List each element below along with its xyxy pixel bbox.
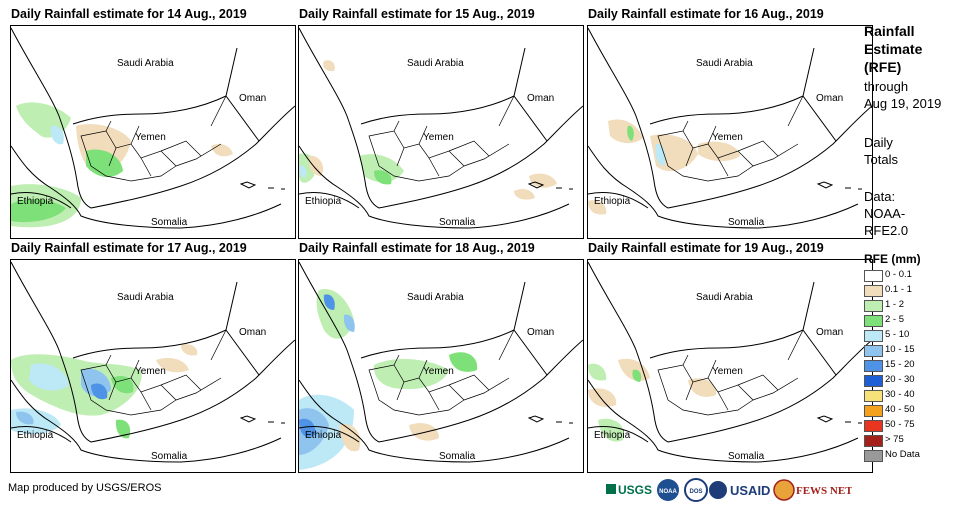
label-oman: Oman — [527, 93, 555, 104]
legend-label: 0.1 - 1 — [885, 284, 912, 295]
legend-swatch — [864, 300, 883, 312]
legend-swatch — [864, 390, 883, 402]
svg-text:DOS: DOS — [689, 489, 702, 495]
dos-logo: DOS — [684, 478, 708, 502]
label-ethiopia: Ethiopia — [17, 196, 54, 207]
legend-swatch — [864, 315, 883, 327]
legend-label: 2 - 5 — [885, 314, 905, 325]
label-ethiopia: Ethiopia — [594, 196, 631, 207]
usaid-logo: USAID — [709, 481, 770, 499]
agency-logos: USGS NOAA DOS USAID FEWS NET — [606, 478, 852, 502]
legend-label: 10 - 15 — [885, 344, 915, 355]
label-oman: Oman — [816, 327, 844, 338]
label-saudi-arabia: Saudi Arabia — [117, 58, 174, 69]
legend-swatch — [864, 345, 883, 357]
legend-label: 50 - 75 — [885, 419, 915, 430]
label-saudi-arabia: Saudi Arabia — [407, 58, 464, 69]
legend-label: 5 - 10 — [885, 329, 910, 340]
legend-swatch — [864, 360, 883, 372]
legend-swatch — [864, 285, 883, 297]
panel-title: Daily Rainfall estimate for 18 Aug., 201… — [299, 241, 535, 255]
legend-label: > 75 — [885, 434, 904, 445]
label-yemen: Yemen — [135, 366, 166, 377]
label-somalia: Somalia — [439, 451, 476, 462]
map-panel-19-aug: Daily Rainfall estimate for 19 Aug., 201… — [587, 241, 873, 473]
svg-text:USAID: USAID — [730, 483, 770, 498]
label-somalia: Somalia — [151, 217, 188, 228]
label-yemen: Yemen — [135, 132, 166, 143]
sidebar-data-source: Data: NOAA- RFE2.0 — [864, 189, 909, 238]
noaa-logo: NOAA — [657, 479, 679, 501]
label-somalia: Somalia — [728, 217, 765, 228]
fews-net-logo: FEWS NET — [773, 479, 852, 501]
legend-label: 30 - 40 — [885, 389, 915, 400]
label-oman: Oman — [527, 327, 555, 338]
label-saudi-arabia: Saudi Arabia — [696, 58, 753, 69]
legend-title: RFE (mm) — [864, 252, 921, 266]
label-yemen: Yemen — [423, 132, 454, 143]
label-oman: Oman — [239, 327, 267, 338]
map-panel-18-aug: Daily Rainfall estimate for 18 Aug., 201… — [298, 241, 584, 473]
legend-swatch — [864, 435, 883, 447]
sidebar-daily-totals: Daily Totals — [864, 135, 898, 167]
svg-text:USGS: USGS — [618, 483, 652, 497]
panel-title: Daily Rainfall estimate for 14 Aug., 201… — [11, 7, 247, 21]
legend-label: 15 - 20 — [885, 359, 915, 370]
legend-swatch — [864, 420, 883, 432]
svg-text:NOAA: NOAA — [659, 489, 677, 495]
label-somalia: Somalia — [728, 451, 765, 462]
panel-title: Daily Rainfall estimate for 15 Aug., 201… — [299, 7, 535, 21]
label-somalia: Somalia — [439, 217, 476, 228]
map-panel-15-aug: Daily Rainfall estimate for 15 Aug., 201… — [298, 7, 584, 239]
svg-text:FEWS NET: FEWS NET — [796, 485, 852, 497]
sidebar-through: through Aug 19, 2019 — [864, 79, 942, 111]
panel-title: Daily Rainfall estimate for 16 Aug., 201… — [588, 7, 824, 21]
label-ethiopia: Ethiopia — [594, 430, 631, 441]
sidebar-heading: Rainfall Estimate (RFE) — [864, 23, 923, 75]
legend-swatch — [864, 450, 883, 462]
label-saudi-arabia: Saudi Arabia — [407, 292, 464, 303]
map-frame: Saudi Arabia Oman Yemen Ethiopia Somalia — [10, 25, 296, 239]
map-panel-14-aug: Daily Rainfall estimate for 14 Aug., 201… — [10, 7, 296, 239]
usgs-logo: USGS — [606, 483, 652, 497]
panel-title: Daily Rainfall estimate for 19 Aug., 201… — [588, 241, 824, 255]
label-yemen: Yemen — [423, 366, 454, 377]
label-ethiopia: Ethiopia — [305, 196, 342, 207]
label-yemen: Yemen — [712, 366, 743, 377]
label-oman: Oman — [816, 93, 844, 104]
map-panel-17-aug: Daily Rainfall estimate for 17 Aug., 201… — [10, 241, 296, 473]
map-frame: Saudi Arabia Oman Yemen Ethiopia Somalia — [298, 259, 584, 473]
map-frame: Saudi Arabia Oman Yemen Ethiopia Somalia — [10, 259, 296, 473]
legend-label: 1 - 2 — [885, 299, 905, 310]
label-oman: Oman — [239, 93, 267, 104]
legend-label: No Data — [885, 449, 920, 460]
map-frame: Saudi Arabia Oman Yemen Ethiopia Somalia — [298, 25, 584, 239]
legend-label: 40 - 50 — [885, 404, 915, 415]
label-ethiopia: Ethiopia — [17, 430, 54, 441]
label-saudi-arabia: Saudi Arabia — [117, 292, 174, 303]
legend-label: 0 - 0.1 — [885, 269, 912, 280]
legend-swatch — [864, 270, 883, 282]
label-yemen: Yemen — [712, 132, 743, 143]
panel-title: Daily Rainfall estimate for 17 Aug., 201… — [11, 241, 247, 255]
map-panel-16-aug: Daily Rainfall estimate for 16 Aug., 201… — [587, 7, 873, 239]
map-frame: Saudi Arabia Oman Yemen Ethiopia Somalia — [587, 25, 873, 239]
legend-swatch — [864, 405, 883, 417]
legend-swatch — [864, 375, 883, 387]
legend-label: 20 - 30 — [885, 374, 915, 385]
credit-text: Map produced by USGS/EROS — [8, 482, 162, 494]
legend-swatch — [864, 330, 883, 342]
label-somalia: Somalia — [151, 451, 188, 462]
label-ethiopia: Ethiopia — [305, 430, 342, 441]
label-saudi-arabia: Saudi Arabia — [696, 292, 753, 303]
map-frame: Saudi Arabia Oman Yemen Ethiopia Somalia — [587, 259, 873, 473]
